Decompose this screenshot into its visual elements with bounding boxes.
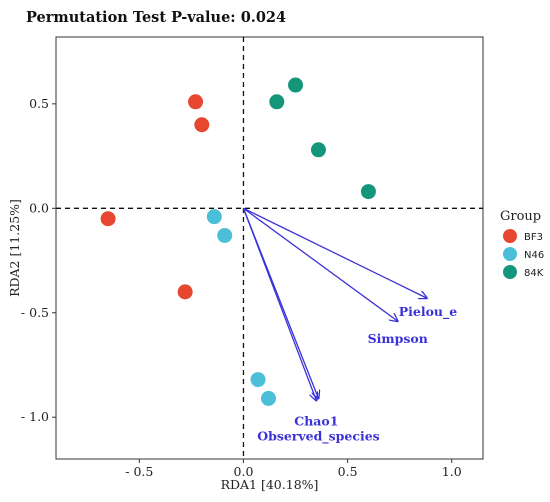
y-axis-ticks: - 1.0 - 0.5 0.0 0.5 — [21, 96, 56, 424]
y-axis-label: RDA2 [11.25%] — [7, 199, 22, 297]
legend-key-84k — [503, 265, 517, 279]
x-tick-label: - 0.5 — [125, 464, 153, 479]
point-84k — [269, 94, 285, 110]
arrow-pielou-e — [243, 207, 426, 298]
point-n46 — [260, 390, 276, 406]
arrow-label: Observed_species — [257, 428, 380, 444]
y-tick-label: - 0.5 — [21, 305, 49, 320]
y-tick-label: 0.0 — [29, 200, 49, 215]
point-n46 — [217, 227, 233, 243]
legend-label-n46: N46 — [524, 250, 544, 261]
point-bf3 — [194, 117, 210, 133]
arrow-label: Simpson — [368, 331, 428, 346]
x-axis-label: RDA1 [40.18%] — [221, 477, 319, 492]
chart-title: Permutation Test P-value: 0.024 — [26, 9, 286, 26]
point-84k — [310, 142, 326, 158]
x-tick-label: 0.0 — [234, 464, 254, 479]
legend: Group BF3 N46 84K — [500, 209, 544, 279]
reference-lines — [56, 37, 483, 459]
arrow-label: Chao1 — [294, 414, 338, 429]
point-n46 — [250, 372, 266, 388]
point-84k — [360, 184, 376, 200]
y-tick-label: 0.5 — [29, 96, 49, 111]
legend-key-bf3 — [503, 229, 517, 243]
point-bf3 — [100, 211, 116, 227]
legend-items: BF3 N46 84K — [503, 229, 544, 279]
legend-key-n46 — [503, 247, 517, 261]
point-bf3 — [188, 94, 204, 110]
y-tick-label: - 1.0 — [21, 409, 49, 424]
point-n46 — [206, 209, 222, 225]
plot-panel-border — [55, 36, 484, 460]
point-bf3 — [177, 284, 193, 300]
arrow-label: Pielou_e — [399, 304, 458, 320]
arrow-observed-species — [242, 208, 318, 398]
sample-points — [100, 77, 376, 406]
arrow-simpson — [243, 207, 397, 321]
x-axis-ticks: - 0.5 0.0 0.5 1.0 — [125, 459, 462, 479]
x-tick-label: 1.0 — [442, 464, 462, 479]
legend-label-84k: 84K — [524, 268, 544, 279]
legend-label-bf3: BF3 — [524, 232, 543, 243]
point-84k — [288, 77, 304, 93]
legend-title: Group — [500, 209, 541, 224]
x-tick-label: 0.5 — [338, 464, 358, 479]
